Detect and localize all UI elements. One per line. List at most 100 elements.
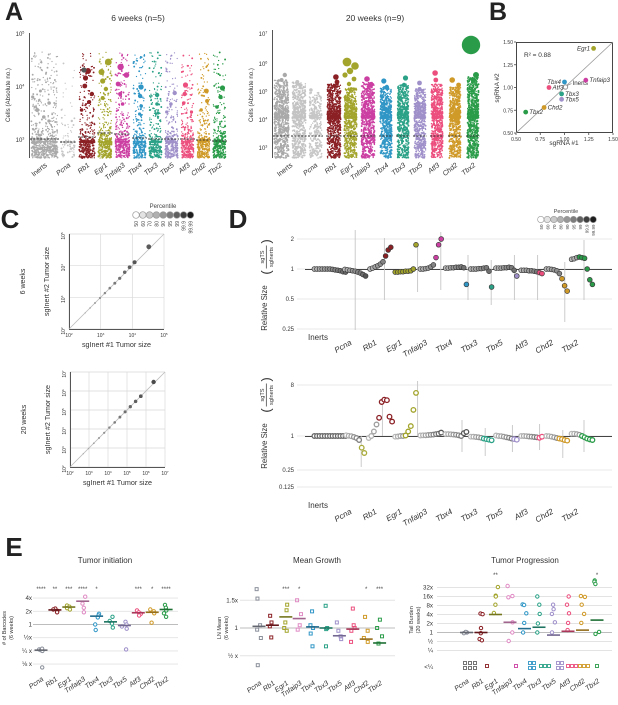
svg-text:Chd2: Chd2 bbox=[190, 162, 208, 178]
svg-text:Tbx2: Tbx2 bbox=[207, 162, 224, 177]
svg-text:Chd2: Chd2 bbox=[534, 507, 556, 525]
svg-text:104: 104 bbox=[259, 117, 268, 124]
svg-text:(: ( bbox=[259, 408, 274, 413]
svg-text:Tnfaip3: Tnfaip3 bbox=[104, 162, 127, 182]
svg-text:E: E bbox=[5, 532, 22, 562]
svg-text:Tbx4: Tbx4 bbox=[434, 338, 454, 355]
svg-text:Atf3: Atf3 bbox=[512, 338, 530, 354]
svg-text:Inerts: Inerts bbox=[308, 501, 328, 510]
svg-text:70: 70 bbox=[148, 221, 154, 227]
svg-text:Tbx5: Tbx5 bbox=[327, 680, 344, 695]
svg-text:104: 104 bbox=[60, 264, 67, 272]
svg-text:2: 2 bbox=[291, 237, 295, 243]
svg-text:8x: 8x bbox=[426, 603, 433, 610]
svg-text:1: 1 bbox=[291, 267, 295, 273]
svg-text:99.99: 99.99 bbox=[591, 224, 596, 236]
svg-text:4x: 4x bbox=[25, 595, 32, 602]
svg-text:Tbx2: Tbx2 bbox=[560, 338, 580, 355]
svg-text:0.50: 0.50 bbox=[503, 131, 513, 137]
svg-text:50: 50 bbox=[134, 221, 140, 227]
svg-text:****: **** bbox=[78, 587, 88, 593]
svg-text:Tbx5: Tbx5 bbox=[112, 676, 129, 691]
svg-text:****: **** bbox=[36, 587, 46, 593]
svg-text:103: 103 bbox=[60, 295, 67, 303]
svg-text:99.99: 99.99 bbox=[188, 221, 194, 234]
svg-text:Inerts: Inerts bbox=[308, 333, 328, 342]
svg-text:***: *** bbox=[376, 587, 384, 593]
svg-text:4x: 4x bbox=[426, 612, 433, 619]
svg-text:(6 weeks): (6 weeks) bbox=[224, 616, 230, 640]
svg-text:Tbx2: Tbx2 bbox=[560, 507, 580, 524]
svg-text:Percentile: Percentile bbox=[554, 209, 578, 215]
svg-text:103: 103 bbox=[16, 137, 25, 144]
svg-text:102: 102 bbox=[65, 332, 73, 339]
svg-text:sgRNA #1: sgRNA #1 bbox=[549, 140, 579, 147]
svg-text:95: 95 bbox=[168, 221, 174, 227]
svg-text:Tbx2: Tbx2 bbox=[584, 678, 601, 693]
svg-text:sgRNA #2: sgRNA #2 bbox=[494, 73, 501, 103]
svg-text:Rb1: Rb1 bbox=[361, 507, 378, 522]
svg-text:Cells (Absolute no.): Cells (Absolute no.) bbox=[248, 68, 255, 122]
svg-text:Egr1: Egr1 bbox=[577, 45, 590, 52]
svg-text:Tbx3: Tbx3 bbox=[391, 162, 408, 177]
svg-text:0.125: 0.125 bbox=[279, 485, 295, 491]
svg-text:*: * bbox=[365, 587, 368, 593]
svg-text:60: 60 bbox=[141, 221, 147, 227]
svg-text:104: 104 bbox=[104, 470, 112, 477]
svg-text:Relative Size: Relative Size bbox=[260, 285, 269, 331]
svg-text:Tbx3: Tbx3 bbox=[143, 162, 160, 177]
svg-text:⅛ x: ⅛ x bbox=[22, 661, 33, 668]
svg-text:102: 102 bbox=[60, 327, 67, 335]
svg-text:2x: 2x bbox=[426, 621, 433, 628]
svg-text:(6 weeks): (6 weeks) bbox=[9, 616, 15, 640]
svg-text:99: 99 bbox=[175, 221, 181, 227]
svg-text:Tbx2: Tbx2 bbox=[153, 676, 170, 691]
svg-text:*: * bbox=[95, 587, 98, 593]
svg-text:Tumor initiation: Tumor initiation bbox=[78, 556, 132, 565]
svg-text:<¼: <¼ bbox=[424, 664, 434, 671]
svg-text:99.9: 99.9 bbox=[182, 221, 188, 231]
svg-text:Tbx5: Tbx5 bbox=[541, 678, 558, 693]
svg-text:1.5x: 1.5x bbox=[226, 597, 239, 604]
svg-text:): ) bbox=[259, 239, 274, 243]
svg-text:104: 104 bbox=[61, 427, 68, 435]
svg-text:Atf3: Atf3 bbox=[177, 162, 192, 176]
svg-text:105: 105 bbox=[16, 31, 25, 38]
svg-text:0.25: 0.25 bbox=[282, 327, 294, 333]
svg-text:Atf3: Atf3 bbox=[426, 162, 441, 176]
svg-text:Rb1: Rb1 bbox=[471, 678, 486, 691]
svg-text:Rb1: Rb1 bbox=[77, 162, 92, 175]
svg-text:Tnfaip3: Tnfaip3 bbox=[401, 338, 429, 359]
svg-text:Tnfaip3: Tnfaip3 bbox=[401, 507, 429, 528]
svg-text:Cells (Absolute no.): Cells (Absolute no.) bbox=[5, 68, 12, 122]
svg-text:Relative Size: Relative Size bbox=[260, 423, 269, 469]
svg-text:Tbx2: Tbx2 bbox=[367, 680, 384, 695]
svg-text:6 weeks: 6 weeks bbox=[20, 268, 27, 294]
svg-text:*: * bbox=[298, 587, 301, 593]
svg-text:sgTS: sgTS bbox=[260, 388, 266, 401]
svg-text:104: 104 bbox=[16, 84, 25, 91]
svg-text:A: A bbox=[5, 0, 23, 26]
svg-text:Rb1: Rb1 bbox=[45, 676, 60, 689]
svg-text:103: 103 bbox=[259, 145, 268, 152]
svg-text:R² = 0.88: R² = 0.88 bbox=[524, 52, 551, 59]
svg-text:1.50: 1.50 bbox=[503, 40, 513, 46]
svg-text:105: 105 bbox=[123, 470, 131, 477]
svg-text:102: 102 bbox=[61, 465, 68, 473]
svg-text:Tbx4: Tbx4 bbox=[374, 162, 391, 177]
svg-text:sgInert #2 Tumor size: sgInert #2 Tumor size bbox=[43, 385, 52, 454]
svg-text:0.75: 0.75 bbox=[503, 108, 513, 114]
svg-text:# of Barcodes: # of Barcodes bbox=[2, 611, 8, 645]
svg-text:B: B bbox=[489, 0, 507, 26]
svg-text:Tbx4: Tbx4 bbox=[434, 507, 454, 524]
svg-text:106: 106 bbox=[259, 61, 268, 68]
svg-text:99: 99 bbox=[578, 224, 583, 230]
svg-text:*: * bbox=[596, 573, 599, 579]
svg-text:Inerts: Inerts bbox=[31, 162, 49, 179]
svg-text:Tnfaip3: Tnfaip3 bbox=[589, 77, 610, 84]
svg-text:Tbx5: Tbx5 bbox=[408, 162, 425, 177]
svg-text:0.25: 0.25 bbox=[282, 468, 294, 474]
svg-text:***: *** bbox=[65, 587, 73, 593]
svg-text:1: 1 bbox=[430, 630, 434, 637]
svg-text:106: 106 bbox=[142, 470, 150, 477]
